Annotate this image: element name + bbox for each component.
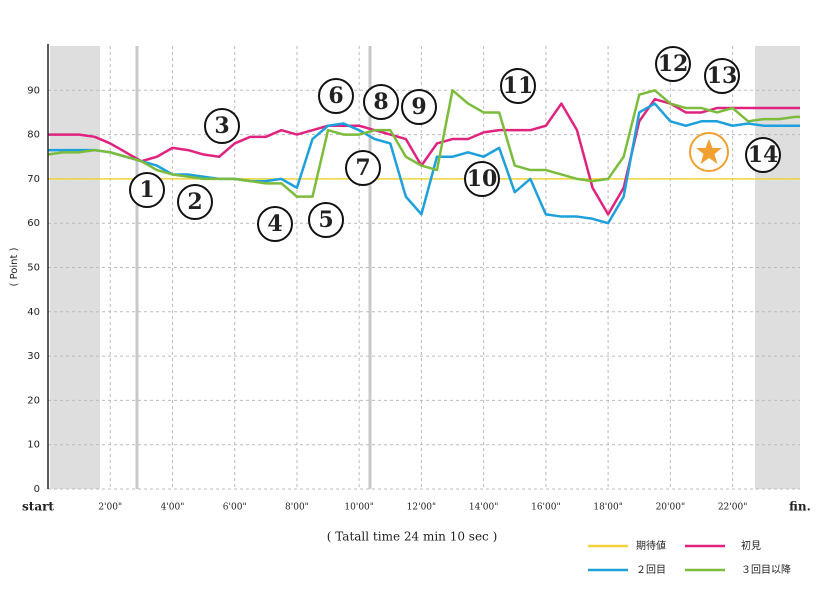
x-tick-label: 16'00"	[531, 503, 561, 513]
annotation-label: 14	[748, 142, 779, 168]
x-axis-title: ( Tatall time 24 min 10 sec )	[327, 530, 498, 544]
y-tick-label: 0	[34, 484, 40, 495]
annotation-label: 13	[707, 63, 738, 89]
annotation-bubble	[318, 78, 354, 114]
legend-label: 初見	[741, 539, 761, 552]
annotation-label: 12	[658, 51, 689, 77]
annotation-bubble	[257, 206, 293, 242]
annotation-bubble	[500, 68, 536, 104]
y-tick-label: 90	[27, 85, 40, 96]
annotation-label: 4	[267, 211, 282, 237]
y-axis-title: ( Point )	[9, 247, 20, 286]
legend: 期待値 初見 ２回目 ３回目以降	[588, 539, 791, 576]
annotation-bubble	[464, 161, 500, 197]
annotation-bubble	[345, 150, 381, 186]
x-tick-label: 8'00"	[285, 503, 309, 513]
x-tick-label: 18'00"	[593, 503, 623, 513]
annotation-label: 6	[328, 83, 343, 109]
x-tick-label: 14'00"	[469, 503, 499, 513]
annotation-label: 9	[411, 94, 426, 120]
y-tick-label: 70	[27, 174, 40, 185]
y-tick-label: 60	[27, 218, 40, 229]
x-tick-label: start	[22, 500, 54, 514]
grid	[48, 46, 800, 490]
x-tick-label: 2'00"	[98, 503, 122, 513]
annotation-bubble	[704, 58, 740, 94]
y-tick-label: 10	[27, 440, 40, 451]
lines	[47, 89, 800, 225]
annotation-label: 2	[187, 189, 202, 215]
y-tick-label: 40	[27, 307, 40, 318]
annotation-label: 1	[139, 177, 154, 203]
annotation-label: 7	[355, 155, 370, 181]
x-tick-label: fin.	[789, 500, 811, 514]
legend-label: 期待値	[636, 539, 666, 552]
x-tick-label: 4'00"	[161, 503, 185, 513]
x-tick-label: 6'00"	[223, 503, 247, 513]
annotation-bubble	[129, 172, 165, 208]
annotation-bubble	[177, 184, 213, 220]
annotation-bubble	[745, 137, 781, 173]
x-tick-label: 10'00"	[344, 503, 374, 513]
annotation-label: 10	[467, 166, 498, 192]
series-line	[48, 97, 800, 216]
x-tick-label: 20'00"	[656, 503, 686, 513]
y-tick-label: 80	[27, 130, 40, 141]
series-line	[47, 89, 800, 198]
y-tick-label: 20	[27, 395, 40, 406]
annotation-bubble	[655, 46, 691, 82]
annotation-bubble	[363, 84, 399, 120]
annotation-label: 5	[318, 207, 333, 233]
annotation-label: 8	[373, 89, 388, 115]
annotation-bubble	[204, 108, 240, 144]
annotation-label: 3	[214, 113, 229, 139]
legend-label: ２回目	[636, 564, 666, 576]
y-tick-label: 30	[27, 351, 40, 362]
legend-label: ３回目以降	[741, 563, 791, 576]
y-tick-label: 50	[27, 263, 40, 274]
annotation-bubble	[308, 202, 344, 238]
x-tick-label: 12'00"	[407, 503, 437, 513]
star	[696, 139, 722, 164]
annotation-bubble	[401, 89, 437, 125]
x-tick-label: 22'00"	[718, 503, 748, 513]
annotation-label: 11	[503, 73, 534, 99]
